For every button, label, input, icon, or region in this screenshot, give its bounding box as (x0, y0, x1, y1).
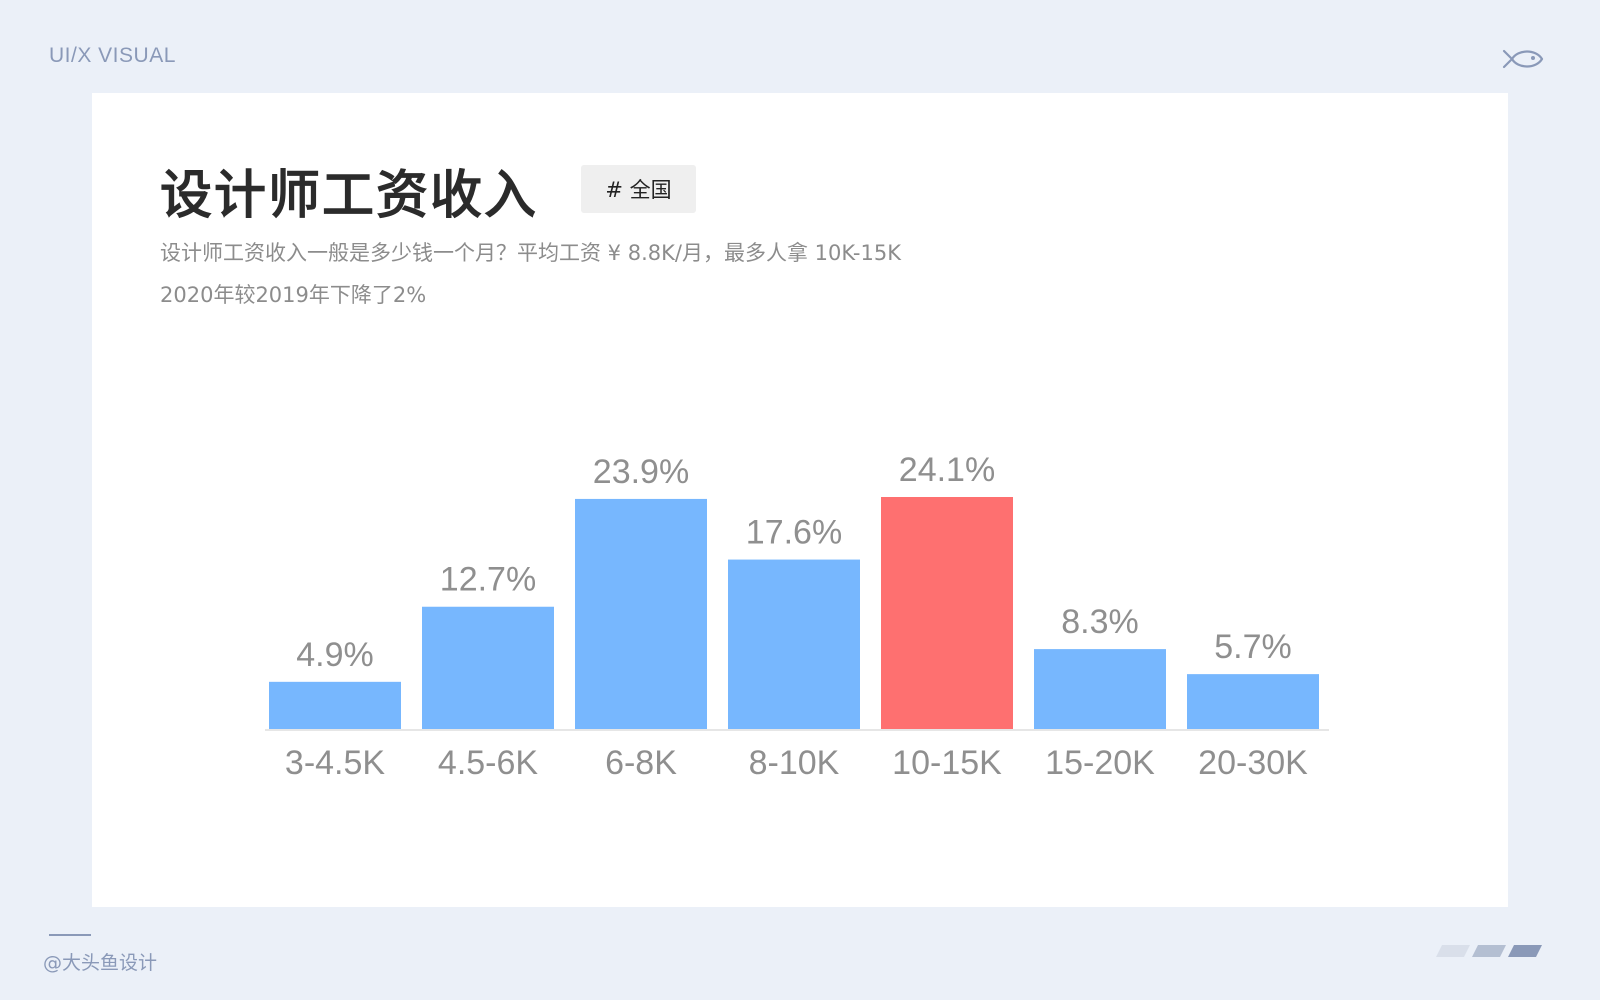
bar-4.5-6K (422, 606, 554, 729)
category-label: 15-20K (1045, 744, 1155, 782)
fish-icon (1502, 49, 1544, 69)
value-label: 24.1% (899, 451, 995, 489)
value-label: 8.3% (1061, 603, 1139, 641)
bar-15-20K (1034, 649, 1166, 729)
value-label: 5.7% (1214, 628, 1292, 666)
category-label: 6-8K (605, 744, 677, 782)
value-label: 12.7% (440, 561, 536, 599)
decorative-stripes-icon (1436, 945, 1542, 957)
subtitle-line-1: 设计师工资收入一般是多少钱一个月？平均工资 ¥ 8.8K/月，最多人拿 10K-… (160, 241, 901, 265)
category-label: 10-15K (892, 744, 1002, 782)
value-label: 4.9% (296, 636, 374, 674)
category-label: 3-4.5K (285, 744, 385, 782)
brand-label: UI/X VISUAL (49, 44, 176, 67)
category-label: 20-30K (1198, 744, 1308, 782)
value-label: 17.6% (746, 514, 842, 552)
subtitle-line-2: 2020年较2019年下降了2% (160, 283, 427, 307)
bar-8-10K (728, 559, 860, 729)
category-label: 4.5-6K (438, 744, 538, 782)
bar-10-15K (881, 497, 1013, 729)
value-label: 23.9% (593, 453, 689, 491)
bar-3-4.5K (269, 681, 401, 729)
bar-20-30K (1187, 674, 1319, 729)
footer-divider (49, 934, 91, 936)
region-tag: # 全国 (581, 165, 696, 213)
salary-bar-chart: 4.9% 3-4.5K 12.7% 4.5-6K 23.9% 6-8K 17.6% 8-10K… (265, 451, 1329, 782)
bar-6-8K (575, 498, 707, 729)
page-title: 设计师工资收入 (160, 166, 539, 226)
footer-credit: @大头鱼设计 (43, 952, 158, 974)
content-card: 设计师工资收入 # 全国 设计师工资收入一般是多少钱一个月？平均工资 ¥ 8.8… (92, 93, 1508, 907)
category-label: 8-10K (749, 744, 840, 782)
